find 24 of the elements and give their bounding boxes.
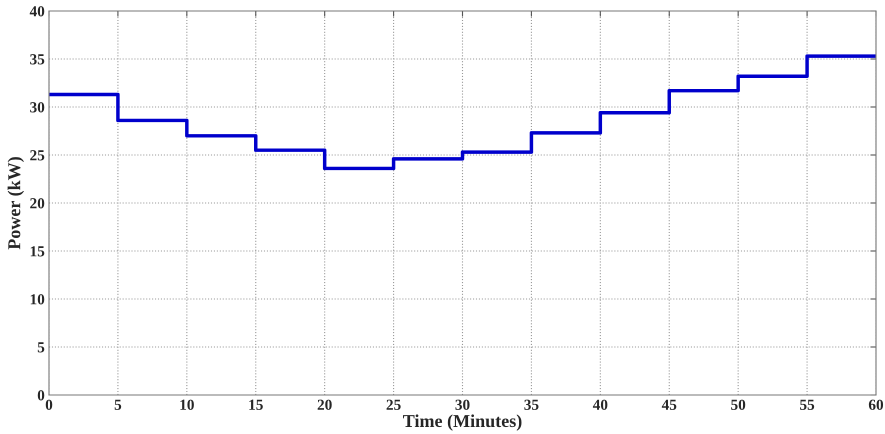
y-tick-label: 5: [38, 342, 44, 352]
x-tick-label: 40: [592, 400, 608, 410]
y-tick-label: 30: [30, 102, 44, 112]
x-tick-label: 25: [386, 400, 401, 410]
x-tick-label: 15: [249, 400, 263, 410]
x-tick-label: 20: [318, 400, 332, 410]
y-tick-label: 15: [30, 246, 44, 256]
y-tick-label: 25: [30, 150, 44, 160]
y-tick-label: 35: [30, 54, 44, 64]
x-tick-label: 30: [455, 400, 470, 410]
x-tick-label: 10: [180, 400, 194, 410]
y-tick-label: 20: [30, 198, 44, 208]
x-tick-label: 35: [524, 400, 538, 410]
x-tick-label: 5: [114, 400, 122, 410]
x-tick-label: 60: [868, 400, 884, 410]
x-axis-title: Time (Minutes): [403, 414, 522, 431]
y-tick-label: 10: [30, 294, 44, 304]
x-tick-label: 55: [800, 400, 814, 410]
y-axis-title: Power (kW): [8, 157, 24, 250]
y-tick-label: 40: [30, 6, 44, 16]
x-tick-label: 50: [731, 400, 746, 410]
y-tick-label: 0: [38, 390, 44, 400]
x-tick-label: 0: [46, 400, 52, 410]
x-tick-label: 45: [662, 400, 676, 410]
